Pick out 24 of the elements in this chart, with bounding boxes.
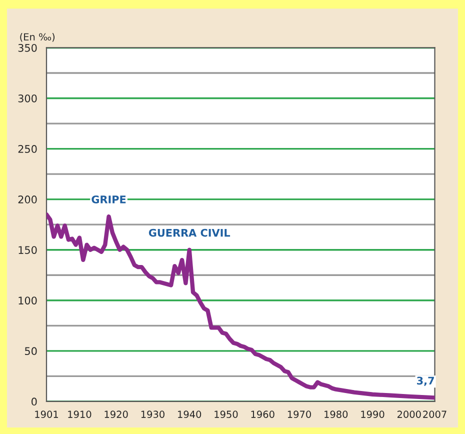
y-tick-label: 350 <box>18 44 37 52</box>
y-tick-label: 0 <box>32 398 37 406</box>
x-tick-label: 1930 <box>141 410 164 418</box>
x-tick-label: 1920 <box>104 410 128 418</box>
y-tick-label: 150 <box>18 246 37 254</box>
y-tick-label: 300 <box>18 94 37 102</box>
y-tick-label: 50 <box>25 347 37 356</box>
x-tick-label: 1950 <box>214 410 238 418</box>
y-axis-title: (En ‰) <box>20 33 55 42</box>
annotation: GUERRA CIVIL <box>148 228 230 237</box>
x-tick-label: 1980 <box>324 410 348 418</box>
x-tick-label: 2007 <box>423 410 446 418</box>
x-tick-label: 1901 <box>35 410 58 418</box>
x-tick-label: 1940 <box>178 410 202 418</box>
x-tick-label: 1910 <box>68 410 92 418</box>
y-tick-label: 250 <box>18 145 37 153</box>
annotation: 3,7 <box>417 376 434 386</box>
x-tick-label: 1990 <box>361 410 384 418</box>
x-tick-label: 1960 <box>251 410 274 418</box>
y-tick-label: 100 <box>18 296 37 304</box>
x-tick-label: 1970 <box>288 410 311 418</box>
y-tick-label: 200 <box>18 196 37 204</box>
annotation: GRIPE <box>92 196 126 204</box>
x-tick-label: 2000 <box>397 410 421 418</box>
